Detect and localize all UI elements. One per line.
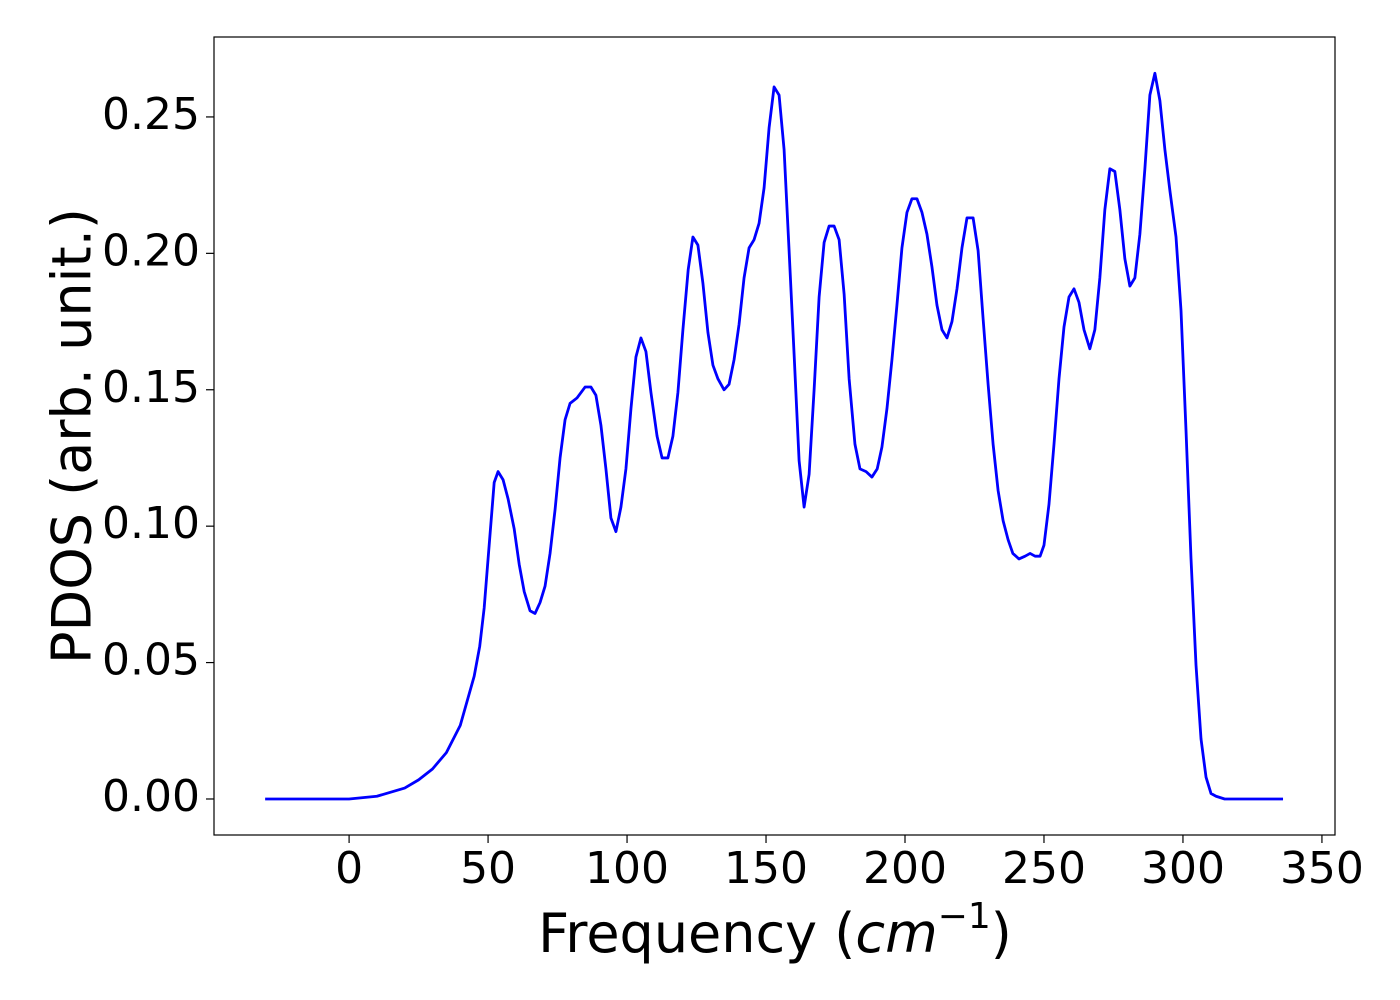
x-label-unit: cm: [855, 902, 937, 965]
y-tick-label: 0.10: [102, 498, 200, 549]
y-tick-label: 0.25: [102, 89, 200, 140]
pdos-line: [265, 71, 1284, 801]
x-label-text: Frequency (: [538, 902, 855, 965]
plot-frame: [213, 36, 1336, 836]
x-tick-label: 300: [1141, 843, 1225, 894]
y-tick-label: 0.15: [102, 362, 200, 413]
x-tick-label: 250: [1002, 843, 1086, 894]
x-tick-label: 0: [335, 843, 363, 894]
x-label-close: ): [991, 902, 1012, 965]
y-tick-label: 0.20: [102, 225, 200, 276]
x-label-exponent: −1: [938, 896, 991, 937]
y-tick-label: 0.00: [102, 771, 200, 822]
y-axis-label: PDOS (arb. unit.): [41, 208, 104, 664]
x-tick-label: 150: [724, 843, 808, 894]
x-tick-label: 200: [863, 843, 947, 894]
x-axis-label: Frequency (cm−1): [538, 896, 1012, 965]
x-tick-label: 100: [585, 843, 669, 894]
x-tick-label: 50: [460, 843, 516, 894]
x-tick-label: 350: [1280, 843, 1364, 894]
y-tick-label: 0.05: [102, 635, 200, 686]
